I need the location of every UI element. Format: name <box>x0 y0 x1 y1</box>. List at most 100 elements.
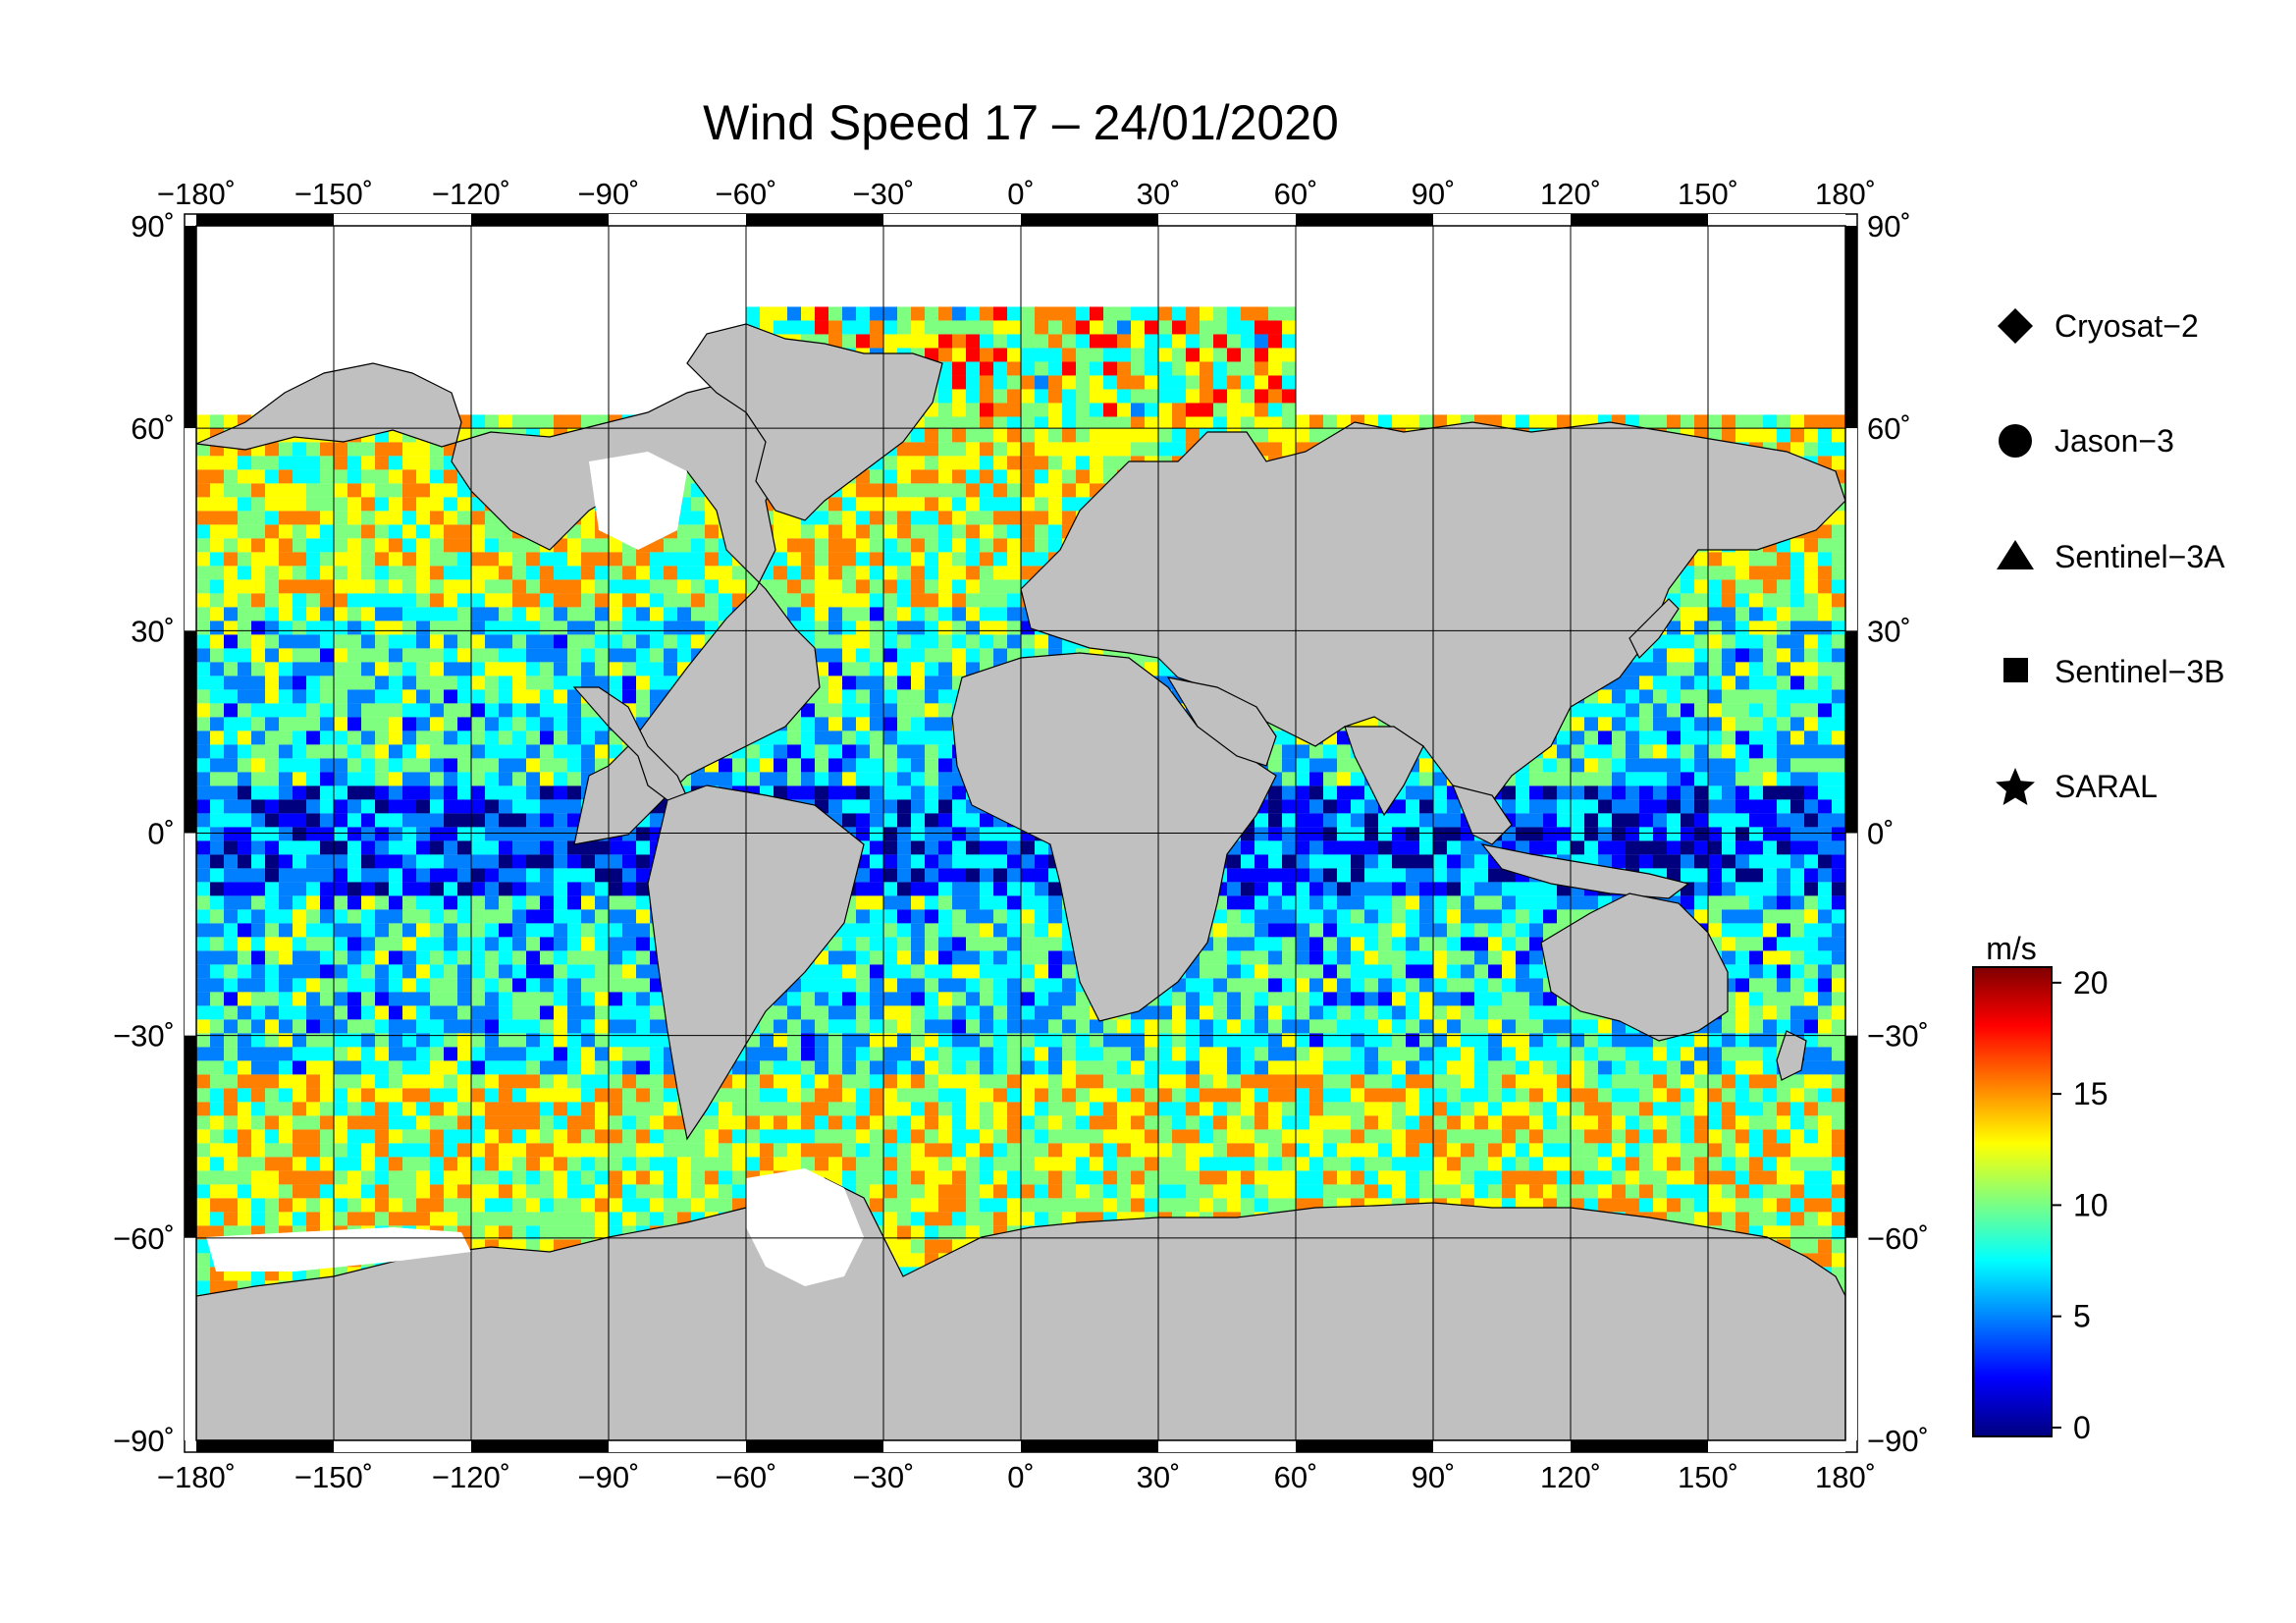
wind-cell <box>196 813 210 828</box>
wind-cell <box>554 923 567 938</box>
wind-cell <box>361 676 375 690</box>
wind-cell <box>567 676 581 690</box>
wind-cell <box>540 662 554 676</box>
wind-cell <box>1571 772 1584 786</box>
wind-cell <box>1763 785 1777 800</box>
wind-cell <box>1749 868 1763 883</box>
wind-cell <box>444 634 457 649</box>
wind-cell <box>1007 483 1021 498</box>
wind-cell <box>1818 895 1832 910</box>
wind-cell <box>471 813 485 828</box>
wind-cell <box>512 785 526 800</box>
wind-cell <box>224 854 238 869</box>
wind-cell <box>883 621 897 635</box>
wind-cell <box>430 511 444 525</box>
wind-cell <box>760 772 774 786</box>
wind-cell <box>1735 840 1749 855</box>
wind-cell <box>938 882 952 896</box>
wind-cell <box>265 483 279 498</box>
wind-cell <box>485 717 499 731</box>
wind-cell <box>1818 882 1832 896</box>
wind-cell <box>334 552 347 567</box>
wind-cell <box>1364 909 1378 924</box>
wind-cell <box>485 414 499 429</box>
wind-cell <box>966 840 980 855</box>
wind-cell <box>485 882 499 896</box>
wind-cell <box>911 785 925 800</box>
wind-cell <box>842 593 856 608</box>
wind-cell <box>1667 813 1681 828</box>
wind-cell <box>347 689 361 704</box>
wind-cell <box>1529 923 1543 938</box>
wind-cell <box>1227 964 1241 979</box>
wind-cell <box>1296 799 1309 814</box>
wind-cell <box>856 566 870 580</box>
wind-cell <box>306 442 320 457</box>
wind-cell <box>993 909 1007 924</box>
wind-cell <box>1749 744 1763 759</box>
wind-cell <box>1433 882 1447 896</box>
wind-cell <box>196 469 210 484</box>
wind-cell <box>1790 607 1804 622</box>
wind-cell <box>251 840 265 855</box>
wind-cell <box>664 566 677 580</box>
wind-cell <box>828 634 842 649</box>
wind-cell <box>1832 538 1845 553</box>
wind-cell <box>1145 414 1158 429</box>
wind-cell <box>1818 703 1832 718</box>
wind-cell <box>293 607 306 622</box>
wind-cell <box>1777 785 1790 800</box>
wind-cell <box>471 648 485 663</box>
wind-cell <box>1447 799 1461 814</box>
wind-cell <box>389 634 402 649</box>
wind-cell <box>196 964 210 979</box>
wind-cell <box>938 744 952 759</box>
wind-cell <box>1131 414 1145 429</box>
wind-cell <box>993 511 1007 525</box>
wind-cell <box>224 511 238 525</box>
wind-cell <box>1241 854 1255 869</box>
wind-cell <box>1158 414 1172 429</box>
wind-cell <box>993 964 1007 979</box>
wind-cell <box>883 895 897 910</box>
wind-cell <box>938 703 952 718</box>
wind-cell <box>1639 758 1653 773</box>
wind-cell <box>416 634 430 649</box>
wind-cell <box>966 483 980 498</box>
wind-cell <box>293 978 306 993</box>
wind-cell <box>265 456 279 470</box>
wind-cell <box>320 511 334 525</box>
wind-cell <box>1255 950 1268 965</box>
wind-cell <box>1763 799 1777 814</box>
wind-cell <box>279 483 293 498</box>
wind-cell <box>925 909 938 924</box>
wind-cell <box>842 923 856 938</box>
wind-cell <box>224 744 238 759</box>
wind-cell <box>485 785 499 800</box>
wind-cell <box>1763 552 1777 567</box>
wind-cell <box>347 538 361 553</box>
wind-cell <box>279 937 293 951</box>
wind-cell <box>732 758 746 773</box>
wind-cell <box>705 566 719 580</box>
wind-cell <box>238 689 251 704</box>
wind-cell <box>1722 607 1735 622</box>
wind-cell <box>210 662 224 676</box>
wind-cell <box>1571 758 1584 773</box>
wind-cell <box>320 868 334 883</box>
wind-cell <box>375 758 389 773</box>
wind-cell <box>279 923 293 938</box>
wind-cell <box>567 895 581 910</box>
wind-cell <box>485 758 499 773</box>
wind-cell <box>457 483 471 498</box>
wind-cell <box>1048 497 1062 512</box>
wind-cell <box>1722 799 1735 814</box>
wind-cell <box>1818 758 1832 773</box>
wind-cell <box>334 634 347 649</box>
wind-cell <box>1749 758 1763 773</box>
wind-cell <box>1832 634 1845 649</box>
wind-cell <box>334 799 347 814</box>
wind-cell <box>540 950 554 965</box>
wind-cell <box>306 785 320 800</box>
wind-cell <box>1763 621 1777 635</box>
